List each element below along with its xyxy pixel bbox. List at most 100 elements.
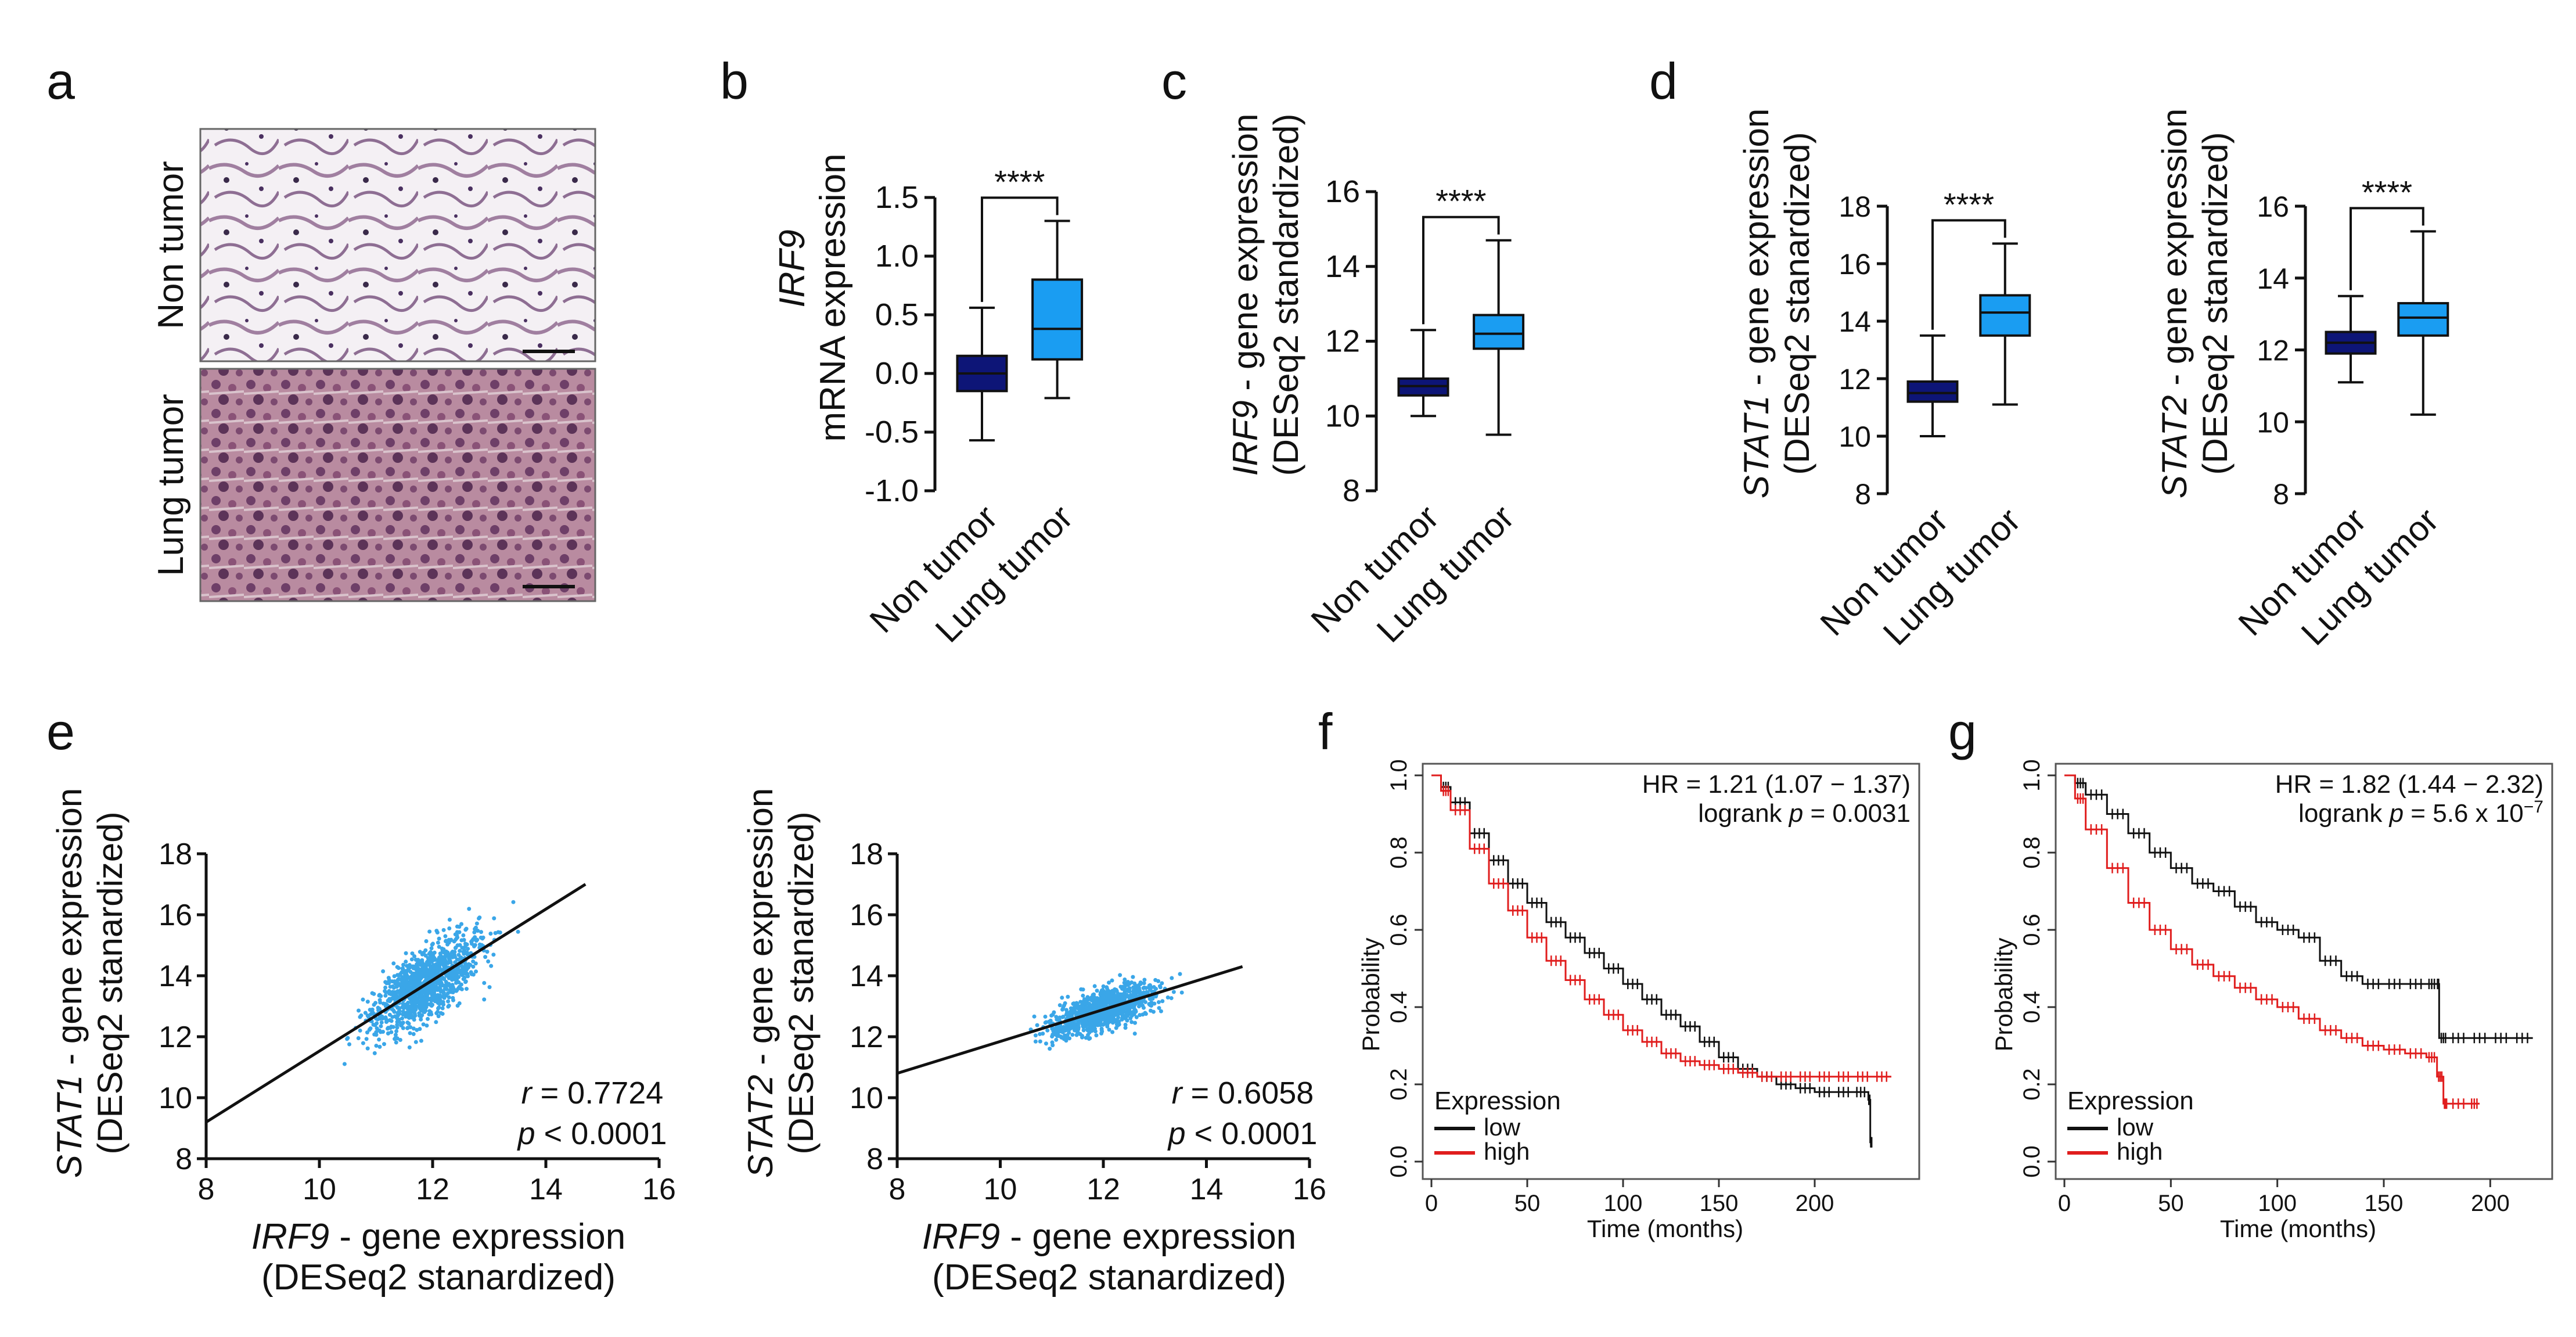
logrank-part: p xyxy=(2388,799,2404,828)
scatter-point xyxy=(1117,1011,1122,1016)
scatter-point xyxy=(442,977,447,982)
scatter-point xyxy=(1099,1026,1104,1031)
scatter-point xyxy=(409,957,414,962)
scatter-point xyxy=(422,963,427,968)
scatter-point xyxy=(1071,1009,1075,1014)
scatter-point xyxy=(446,999,451,1004)
y-axis-label-part: STAT1 xyxy=(50,1074,89,1178)
scatter-point xyxy=(463,944,467,949)
x-axis-label-2: (DESeq2 stanardized) xyxy=(261,1257,616,1298)
scatter-point xyxy=(361,1041,365,1045)
x-tick-label: 100 xyxy=(2258,1191,2297,1216)
scatter-point xyxy=(427,967,432,972)
scatter-point xyxy=(418,971,423,976)
y-tick-label: 16 xyxy=(850,898,883,932)
y-axis-label-2-part: (DESeq2 stanardized) xyxy=(91,811,129,1154)
scatter-point xyxy=(411,1031,416,1036)
scatter-point xyxy=(407,1007,412,1011)
scatter-point xyxy=(1044,1041,1048,1046)
scatter-point xyxy=(418,1027,422,1031)
scatter-point xyxy=(491,953,496,957)
scatter-point xyxy=(437,1001,442,1006)
scatter-point xyxy=(429,996,433,1001)
scatter-point xyxy=(433,999,437,1004)
scatter-point xyxy=(436,978,441,983)
x-tick-label: 200 xyxy=(2471,1191,2510,1216)
scatter-point xyxy=(1156,979,1161,983)
y-tick-label: 12 xyxy=(850,1020,883,1054)
scatter-point xyxy=(441,928,446,932)
scatter-point xyxy=(1118,973,1122,977)
logrank-part: logrank xyxy=(2298,799,2390,828)
scatter-point xyxy=(357,1008,361,1013)
y-axis-label: IRF9 - gene expression xyxy=(1226,114,1265,476)
box-body xyxy=(1031,278,1084,361)
scatter-point xyxy=(437,936,441,941)
scatter-point xyxy=(438,982,442,986)
scatter-point xyxy=(1061,1014,1066,1019)
scatter-point xyxy=(462,948,467,953)
scatter-point xyxy=(1076,1024,1081,1029)
scatter-point xyxy=(1070,1033,1075,1037)
scatter-point xyxy=(1122,977,1127,982)
box-lung-tumor xyxy=(1473,239,1525,436)
scatter-point xyxy=(423,1001,427,1005)
y-tick-label: 1.5 xyxy=(875,180,919,215)
scatter-point xyxy=(383,993,388,998)
scatter-point xyxy=(472,930,477,935)
scatter-point xyxy=(430,958,435,963)
scatter-point xyxy=(377,1007,382,1011)
scatter-point xyxy=(448,985,453,990)
scatter-point xyxy=(409,1001,414,1006)
scatter-point xyxy=(1060,1007,1065,1012)
scatter-point xyxy=(399,1023,404,1027)
scatter-point xyxy=(404,959,408,964)
scatter-point xyxy=(382,1042,386,1047)
scatter-point xyxy=(1102,1000,1106,1005)
scatter-point xyxy=(440,1006,445,1011)
scatter-point xyxy=(441,989,445,994)
scatter-point xyxy=(451,954,455,959)
hazard-ratio-label: HR = 1.21 (1.07 − 1.37) xyxy=(1642,770,1911,799)
scatter-point xyxy=(413,1004,418,1009)
scatter-point xyxy=(1138,982,1143,986)
scatter-point xyxy=(449,972,454,977)
scatter-point xyxy=(1082,1018,1086,1023)
scatter-point xyxy=(363,1011,368,1015)
scatter-point xyxy=(1170,976,1174,980)
scatter-point xyxy=(422,950,426,955)
y-tick-label: 8 xyxy=(866,1142,883,1176)
y-tick-label: 8 xyxy=(1343,473,1360,508)
scatter-point xyxy=(464,987,469,991)
scatter-point xyxy=(1147,1002,1152,1007)
plot-frame xyxy=(2055,763,2553,1180)
y-tick-label: 12 xyxy=(1839,363,1871,396)
p-value-label-part: < 0.0001 xyxy=(1186,1116,1318,1151)
scatter-point xyxy=(1127,989,1131,993)
scatter-point xyxy=(405,964,409,968)
scatter-point xyxy=(392,974,397,979)
y-tick-label: 18 xyxy=(159,838,192,871)
scatter-point xyxy=(486,959,491,964)
scatter-point xyxy=(459,922,464,926)
scatter-point xyxy=(1101,984,1106,989)
y-tick-label: 18 xyxy=(850,838,883,871)
p-value-label-part: p xyxy=(517,1116,535,1151)
scatter-point xyxy=(431,987,436,991)
scatter-point xyxy=(444,939,448,943)
y-axis-label-part: STAT2 xyxy=(741,1074,780,1178)
scatter-point xyxy=(1095,989,1099,993)
box-plot-d1: 8 10 12 14 16 18 STAT1 - gene expression (DESeq… xyxy=(1737,109,2031,653)
scatter-point xyxy=(1131,985,1136,990)
scatter-point xyxy=(1091,1025,1096,1029)
scatter-point xyxy=(441,994,446,998)
scatter-point xyxy=(454,980,459,985)
scatter-point xyxy=(1179,990,1184,995)
scatter-point xyxy=(1059,1026,1064,1031)
scatter-point xyxy=(413,996,418,1001)
x-axis-label-part: - gene expression xyxy=(1000,1217,1296,1257)
scatter-point xyxy=(384,981,389,986)
scatter-point xyxy=(1067,1027,1072,1031)
scatter-point xyxy=(417,1011,422,1016)
